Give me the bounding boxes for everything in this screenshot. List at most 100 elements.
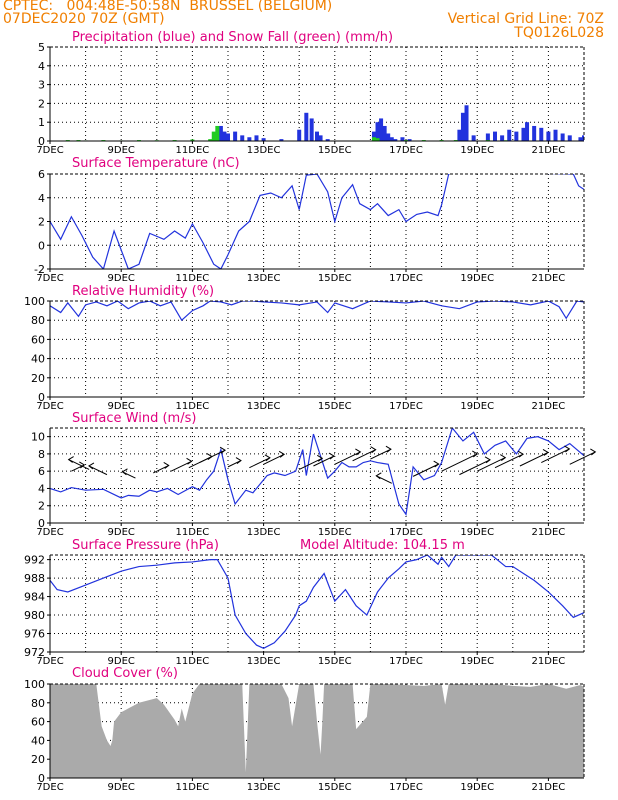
precip-bar xyxy=(389,137,394,141)
precip-bar xyxy=(525,122,530,141)
wind-arrow-head xyxy=(517,450,524,458)
series-line xyxy=(50,174,584,269)
wind-arrow xyxy=(199,449,226,463)
precip-bar xyxy=(471,135,476,141)
wind-arrow-head xyxy=(370,446,377,454)
snow-bar xyxy=(211,131,216,141)
x-tick-label: 11DEC xyxy=(176,656,210,667)
x-tick-label: 21DEC xyxy=(532,145,566,156)
wind-arrow xyxy=(88,465,108,476)
snow-bar xyxy=(371,137,376,141)
x-tick-label: 19DEC xyxy=(460,145,494,156)
wind-arrow-head xyxy=(433,460,440,468)
x-tick-label: 7DEC xyxy=(36,145,63,156)
x-tick-label: 15DEC xyxy=(318,401,352,412)
x-tick-label: 17DEC xyxy=(389,656,423,667)
wind-arrow xyxy=(170,460,192,472)
x-tick-label: 11DEC xyxy=(176,273,210,284)
y-tick-label: 8 xyxy=(38,448,45,461)
precip-bar xyxy=(567,135,572,141)
precip-panel: 0 1 2 3 4 5 7DEC 9DEC 11DEC 13DEC 15DEC 17DEC 19DEC 2… xyxy=(36,30,585,156)
y-tick-label: 80 xyxy=(31,314,45,327)
precip-bar xyxy=(500,135,505,141)
x-tick-label: 19DEC xyxy=(460,527,494,538)
wind-arrow-head xyxy=(500,454,507,462)
wind-arrow xyxy=(263,453,285,465)
precip-bar xyxy=(375,122,380,141)
y-tick-label: 0 xyxy=(38,517,45,530)
wind-arrow xyxy=(441,453,478,472)
x-tick-label: 9DEC xyxy=(108,401,135,412)
wind-arrow-head xyxy=(235,457,242,464)
panel-title: Precipitation (blue) and Snow Fall (gree… xyxy=(72,30,393,45)
precip-bar xyxy=(379,118,384,141)
precip-bar xyxy=(457,129,462,141)
wind-arrow xyxy=(68,459,90,470)
wind-arrow-head xyxy=(88,462,95,470)
wind-arrow-head xyxy=(163,461,170,469)
precip-bar xyxy=(254,135,259,141)
y-tick-label: 0 xyxy=(38,239,45,252)
x-tick-label: 11DEC xyxy=(176,145,210,156)
x-tick-label: 21DEC xyxy=(532,401,566,412)
wind-arrow-head xyxy=(385,445,392,453)
y-tick-label: 4 xyxy=(38,482,45,495)
x-tick-label: 15DEC xyxy=(318,527,352,538)
wind-arrow xyxy=(412,463,439,477)
header-location: CPTEC: 004:48E-50:58N BRUSSEL (BELGIUM) xyxy=(3,0,333,14)
precip-bar xyxy=(464,105,469,141)
x-tick-label: 7DEC xyxy=(36,401,63,412)
panel-title: Surface Wind (m/s) xyxy=(72,411,196,426)
precip-bar xyxy=(460,112,465,141)
model-altitude-label: Model Altitude: 104.15 m xyxy=(300,538,465,553)
x-tick-label: 9DEC xyxy=(108,782,135,793)
precip-bar xyxy=(546,131,551,141)
precip-bar xyxy=(407,139,412,141)
y-tick-label: 2 xyxy=(38,97,45,110)
y-tick-label: 992 xyxy=(24,554,45,567)
x-tick-label: 17DEC xyxy=(389,273,423,284)
y-tick-label: 976 xyxy=(24,628,45,641)
x-tick-label: 11DEC xyxy=(176,401,210,412)
y-tick-label: 60 xyxy=(31,716,45,729)
pressure-panel: 972 976 980 984 988 992 7DEC 9DEC 11DEC 13DEC 15DE… xyxy=(24,538,585,667)
wind-arrow xyxy=(298,457,323,470)
wind-vectors xyxy=(67,445,597,484)
wind-arrow-head xyxy=(121,468,128,476)
x-tick-label: 9DEC xyxy=(108,656,135,667)
precip-bar xyxy=(485,133,490,141)
y-tick-label: 100 xyxy=(24,295,45,308)
wind-arrow-head xyxy=(328,452,335,460)
wind-arrow-head xyxy=(278,450,286,458)
precip-bar xyxy=(400,137,405,141)
y-tick-label: 4 xyxy=(38,60,45,73)
y-tick-label: 6 xyxy=(38,465,45,478)
wind-arrow-head xyxy=(264,454,271,462)
y-tick-label: 0 xyxy=(38,135,45,148)
precip-bar xyxy=(297,129,302,141)
y-tick-label: 5 xyxy=(38,41,45,54)
y-tick-label: 2 xyxy=(38,500,45,513)
y-tick-label: 4 xyxy=(38,192,45,205)
x-tick-label: 21DEC xyxy=(532,273,566,284)
x-tick-label: 21DEC xyxy=(532,527,566,538)
wind-arrow-head xyxy=(484,456,491,464)
precip-bar xyxy=(507,129,512,141)
cloud-panel: 0 20 40 60 80 100 7DEC 9DEC 11DEC 13DEC 15DEC 17DEC… xyxy=(24,666,585,793)
series-line xyxy=(50,555,584,649)
precip-bar xyxy=(318,135,323,141)
y-tick-label: 80 xyxy=(31,697,45,710)
wind-arrow xyxy=(334,451,361,465)
wind-arrow-head xyxy=(79,461,86,469)
y-tick-label: 2 xyxy=(38,216,45,229)
y-tick-label: 0 xyxy=(38,391,45,404)
header-grid-note: Vertical Grid Line: 70Z xyxy=(447,11,604,27)
x-tick-label: 7DEC xyxy=(36,782,63,793)
x-tick-label: 17DEC xyxy=(389,401,423,412)
x-tick-label: 17DEC xyxy=(389,782,423,793)
wind-arrow xyxy=(569,451,596,465)
panel-title: Cloud Cover (%) xyxy=(72,666,178,681)
x-tick-label: 7DEC xyxy=(36,273,63,284)
header-model-id: TQ0126L028 xyxy=(514,25,604,41)
series-line xyxy=(50,301,584,322)
